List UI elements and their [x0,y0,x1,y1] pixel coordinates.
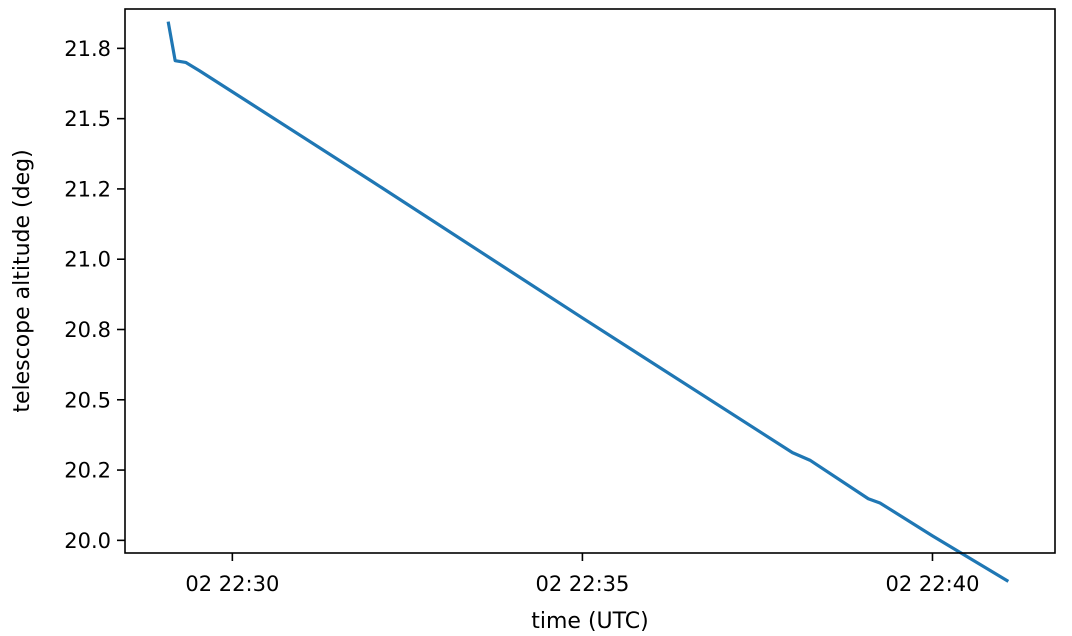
y-axis-label: telescope altitude (deg) [10,149,35,412]
y-axis: 20.0 20.2 20.5 20.8 21.0 21.2 21.5 21.8 [64,37,125,553]
x-axis-label: time (UTC) [531,609,648,634]
y-tick-label: 20.0 [64,529,111,553]
y-tick-label: 20.5 [64,388,111,412]
series-line-0 [166,21,1010,583]
y-tick-label: 20.8 [64,318,111,342]
plot-frame [124,8,1056,554]
y-tick-label: 21.0 [64,248,111,272]
x-tick-label: 02 22:35 [535,572,629,596]
y-tick-label: 20.2 [64,459,111,483]
y-tick-label: 21.8 [64,37,111,61]
plot-area [166,21,1010,583]
x-tick-label: 02 22:30 [185,572,279,596]
x-tick-label: 02 22:40 [886,572,980,596]
y-tick-label: 21.2 [64,177,111,201]
x-axis: 02 22:30 02 22:35 02 22:40 [185,553,979,596]
y-tick-label: 21.5 [64,107,111,131]
